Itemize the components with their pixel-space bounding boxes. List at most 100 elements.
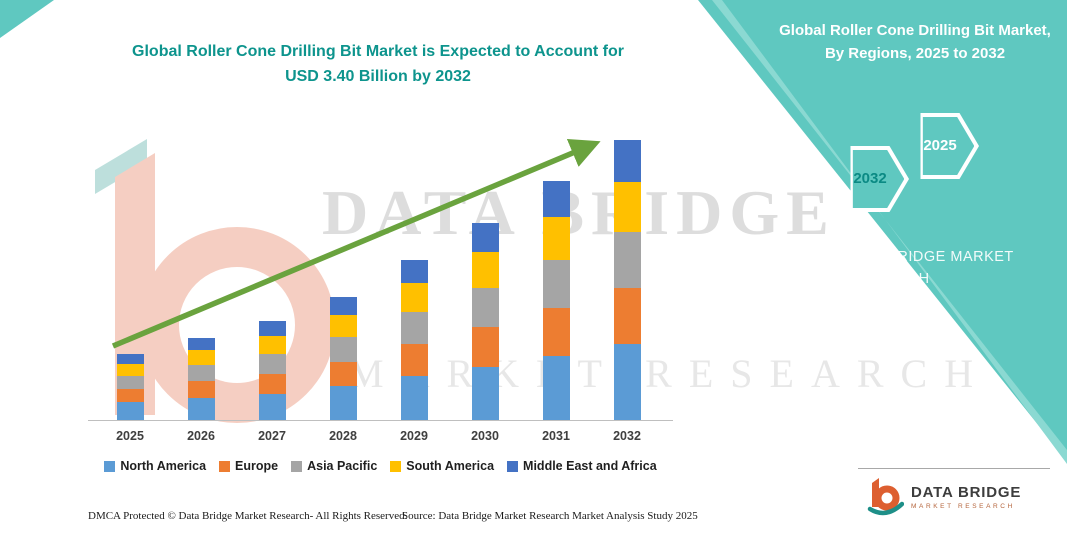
bar-2030 xyxy=(471,222,499,420)
bar-segment-south-america xyxy=(471,252,499,288)
bar-segment-asia-pacific xyxy=(400,312,428,345)
hexagon-2032: 2032 xyxy=(831,146,909,212)
chart-title: Global Roller Cone Drilling Bit Market i… xyxy=(103,40,653,90)
bar-segment-europe xyxy=(258,373,286,394)
logo-name: DATA BRIDGE xyxy=(911,484,1022,501)
legend-label: Asia Pacific xyxy=(307,459,378,473)
bar-group-2029: 2029 xyxy=(391,259,437,443)
bar-segment-north-america xyxy=(400,376,428,420)
legend-item-middle-east-and-africa: Middle East and Africa xyxy=(507,459,657,473)
bar-segment-south-america xyxy=(329,314,357,337)
bar-segment-europe xyxy=(613,288,641,345)
footer-divider-line xyxy=(858,468,1050,469)
bar-segment-middle-east-and-africa xyxy=(471,222,499,253)
bar-2029 xyxy=(400,259,428,420)
hexagon-2025-label: 2025 xyxy=(922,116,975,176)
watermark-market-research: MARKET RESEARCH xyxy=(348,351,991,396)
bar-group-2027: 2027 xyxy=(249,321,295,443)
bar-2025 xyxy=(116,354,144,420)
legend-item-asia-pacific: Asia Pacific xyxy=(291,459,377,473)
hexagon-2025-border: 2025 xyxy=(920,113,979,179)
legend-label: South America xyxy=(406,459,495,473)
x-axis-label-2026: 2026 xyxy=(187,429,215,443)
bar-segment-asia-pacific xyxy=(116,375,144,389)
bar-segment-north-america xyxy=(471,366,499,420)
bar-segment-asia-pacific xyxy=(258,354,286,374)
legend-swatch-icon xyxy=(507,460,519,472)
bar-group-2028: 2028 xyxy=(320,296,366,443)
bar-2027 xyxy=(258,321,286,420)
bar-group-2032: 2032 xyxy=(604,140,650,443)
bar-segment-europe xyxy=(542,308,570,356)
x-axis-label-2032: 2032 xyxy=(613,429,641,443)
bar-group-2026: 2026 xyxy=(178,337,224,443)
bar-group-2025: 2025 xyxy=(107,354,153,443)
legend-label: North America xyxy=(120,459,207,473)
bar-segment-europe xyxy=(471,327,499,367)
bar-segment-south-america xyxy=(613,182,641,233)
x-axis-label-2025: 2025 xyxy=(116,429,144,443)
x-axis-label-2027: 2027 xyxy=(258,429,286,443)
bar-segment-south-america xyxy=(542,217,570,261)
bar-2031 xyxy=(542,181,570,420)
hexagon-2032-label: 2032 xyxy=(852,149,905,209)
legend-item-north-america: North America xyxy=(104,459,206,473)
bar-segment-south-america xyxy=(116,364,144,376)
bar-segment-middle-east-and-africa xyxy=(542,181,570,218)
x-axis-line xyxy=(88,420,673,421)
x-axis-label-2029: 2029 xyxy=(400,429,428,443)
hexagon-2025: 2025 xyxy=(901,113,979,179)
bar-segment-middle-east-and-africa xyxy=(613,140,641,183)
dbmr-logo-icon xyxy=(867,478,904,516)
bar-segment-north-america xyxy=(329,386,357,420)
dbmr-logo-text: DATA BRIDGE MARKET RESEARCH xyxy=(911,484,1021,510)
side-panel-brand-text: DATA BRIDGE MARKET RESEARCH xyxy=(845,249,1014,288)
bar-segment-north-america xyxy=(187,397,215,420)
bar-segment-north-america xyxy=(116,401,144,420)
bar-segment-south-america xyxy=(187,350,215,365)
bar-segment-south-america xyxy=(400,283,428,313)
bar-segment-middle-east-and-africa xyxy=(116,354,144,365)
bar-segment-asia-pacific xyxy=(542,260,570,309)
bar-segment-north-america xyxy=(542,355,570,420)
bar-segment-europe xyxy=(116,388,144,402)
legend-item-europe: Europe xyxy=(219,459,278,473)
legend-swatch-icon xyxy=(219,460,231,472)
bar-segment-middle-east-and-africa xyxy=(400,259,428,284)
bar-group-2030: 2030 xyxy=(462,222,508,443)
bar-segment-asia-pacific xyxy=(329,336,357,362)
side-panel-title: Global Roller Cone Drilling Bit Market, … xyxy=(779,22,1051,62)
stacked-bar-chart: 2025 2026 2027 2028 2029 2030 2031 2032 xyxy=(107,120,650,443)
bar-segment-north-america xyxy=(613,344,641,420)
x-axis-label-2031: 2031 xyxy=(542,429,570,443)
bar-2032 xyxy=(613,140,641,420)
chart-legend: North America Europe Asia Pacific South Ame… xyxy=(88,459,673,473)
bar-segment-north-america xyxy=(258,393,286,420)
bar-2026 xyxy=(187,337,215,420)
bar-segment-asia-pacific xyxy=(471,287,499,327)
bar-segment-europe xyxy=(400,344,428,377)
bar-segment-asia-pacific xyxy=(187,364,215,382)
corner-accent-triangle xyxy=(0,0,54,38)
x-axis-label-2028: 2028 xyxy=(329,429,357,443)
legend-swatch-icon xyxy=(390,460,402,472)
chart-title-line1: Global Roller Cone Drilling Bit Market i… xyxy=(132,43,624,60)
bar-segment-middle-east-and-africa xyxy=(258,321,286,336)
dbmr-logo: DATA BRIDGE MARKET RESEARCH xyxy=(864,477,1021,517)
bar-segment-europe xyxy=(329,361,357,387)
legend-label: Middle East and Africa xyxy=(523,459,657,473)
legend-item-south-america: South America xyxy=(390,459,494,473)
chart-title-line2: USD 3.40 Billion by 2032 xyxy=(285,67,471,85)
legend-swatch-icon xyxy=(104,460,116,472)
bar-group-2031: 2031 xyxy=(533,181,579,443)
bar-segment-south-america xyxy=(258,335,286,355)
hexagon-2032-border: 2032 xyxy=(850,146,909,212)
footer-dmca-text: DMCA Protected © Data Bridge Market Rese… xyxy=(88,510,408,522)
legend-label: Europe xyxy=(235,459,279,473)
bar-segment-middle-east-and-africa xyxy=(329,296,357,315)
x-axis-label-2030: 2030 xyxy=(471,429,499,443)
bar-segment-middle-east-and-africa xyxy=(187,337,215,351)
bar-2028 xyxy=(329,296,357,420)
footer-source-text: Source: Data Bridge Market Research Mark… xyxy=(402,510,698,522)
bar-segment-europe xyxy=(187,381,215,398)
